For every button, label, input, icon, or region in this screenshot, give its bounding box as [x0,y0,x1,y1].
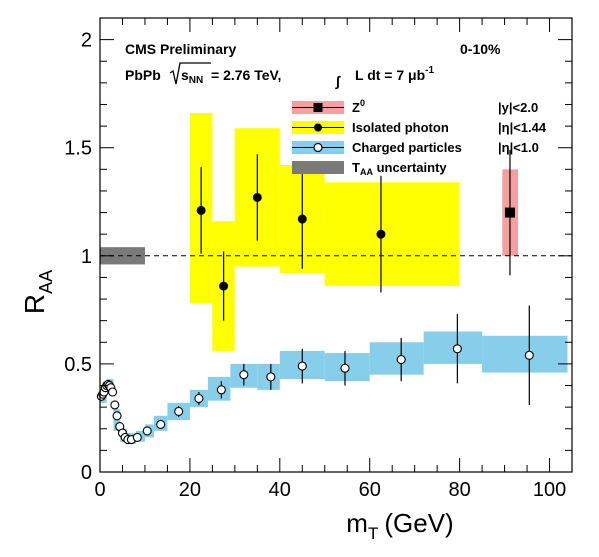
legend-label-taa: TAA uncertainty [352,160,447,177]
x-tick-label-4: 80 [448,479,470,501]
tick-labels: 0 20 40 60 80 100 0 0.5 1 1.5 2 [64,30,566,501]
charged-point-19 [174,406,184,417]
y-tick-label-4: 2 [81,30,92,52]
charged-point-17 [142,426,152,436]
charged-sys-band-17 [482,335,568,373]
x-tick-label-1: 20 [179,479,201,501]
charged-point-16 [132,432,142,442]
z0-point-0 [504,207,515,218]
charged-point-10 [112,411,122,421]
axes [99,17,573,473]
legend: Z0 |y|<2.0 Isolated photon |η|<1.44 Char… [292,98,547,177]
charged-point-21 [216,385,226,395]
legend-label-charged: Charged particles [352,140,462,155]
photon-sys-box-4 [324,182,460,287]
charged-point-22 [239,370,249,380]
x-axis-title: mT (GeV) [346,508,453,543]
y-tick-label-1: 0.5 [64,354,92,376]
legend-cut-photon: |η|<1.44 [498,120,547,135]
system-energy-label: PbPb sNN = 2.76 TeV, ∫ L dt = 7 μb-1 [125,62,434,90]
charged-point-24 [297,361,307,371]
legend-label-z0: Z0 [352,98,365,115]
charged-sys-band-15 [369,342,424,375]
legend-item-photon: Isolated photon |η|<1.44 [292,120,547,135]
system-label: PbPb [125,67,161,83]
x-tick-label-3: 60 [359,479,381,501]
energy-label: sNN [181,67,203,86]
plot-frame [99,17,573,473]
legend-cut-charged: |η|<1.0 [498,140,539,155]
charged-point-8 [108,387,118,397]
legend-swatch-taa [292,161,344,174]
legend-marker-photon [314,123,322,132]
charged-sys-band-16 [423,331,483,364]
y-tick-label-0: 0 [81,462,92,484]
legend-item-taa: TAA uncertainty [292,160,447,177]
y-tick-label-3: 1.5 [64,138,92,160]
y-axis-title: RAA [19,270,56,314]
data-points [96,149,534,445]
legend-cut-z0: |y|<2.0 [498,100,538,115]
sqrt-symbol [169,62,211,85]
x-tick-label-5: 100 [533,479,566,501]
x-tick-label-0: 0 [94,479,105,501]
charged-point-20 [194,393,204,404]
legend-marker-z0 [313,103,323,112]
lumi-label: L dt = 7 μb-1 [355,65,434,83]
legend-item-charged: Charged particles |η|<1.0 [292,140,539,155]
charged-point-27 [452,344,462,354]
experiment-label: CMS Preliminary [125,41,236,57]
charged-point-9 [110,400,120,410]
charged-point-23 [266,372,276,382]
photon-point-4 [376,229,386,239]
charged-point-26 [396,355,406,365]
photon-point-3 [297,214,307,224]
y-tick-label-2: 1 [81,246,92,268]
centrality-label: 0-10% [460,41,501,57]
charged-point-25 [340,363,350,373]
charged-point-28 [524,350,534,360]
legend-item-z0: Z0 |y|<2.0 [292,98,538,115]
integral-symbol: ∫ [335,73,341,90]
systematic-bands [100,113,568,444]
charged-point-18 [156,419,166,429]
photon-point-2 [252,192,262,202]
energy-value: = 2.76 TeV, [211,67,281,83]
x-tick-label-2: 40 [269,479,291,501]
legend-label-photon: Isolated photon [352,120,449,135]
legend-marker-charged [313,142,323,153]
photon-point-1 [219,281,229,291]
photon-point-0 [196,205,206,215]
